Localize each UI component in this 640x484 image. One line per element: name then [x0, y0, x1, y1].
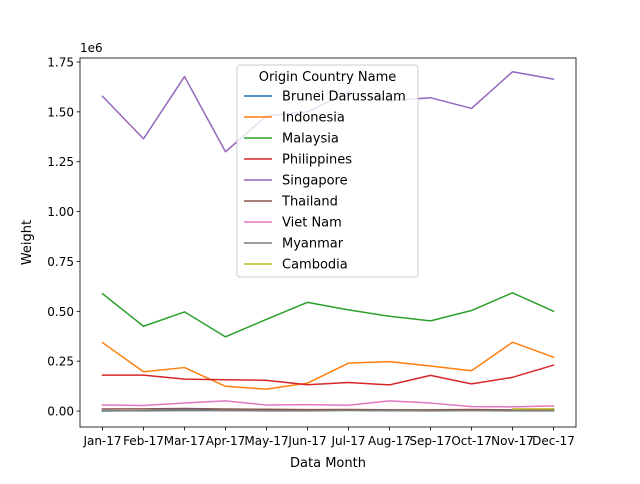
y-tick-label: 0.00 — [47, 405, 74, 419]
x-tick-label: May-17 — [244, 434, 288, 448]
x-axis-label: Data Month — [290, 456, 366, 471]
x-tick-label: Mar-17 — [164, 434, 205, 448]
legend-label: Cambodia — [282, 258, 348, 273]
x-tick-label: Nov-17 — [491, 434, 534, 448]
x-tick-label: Sep-17 — [409, 434, 451, 448]
x-tick-label: Dec-17 — [532, 434, 575, 448]
y-tick-label: 0.75 — [47, 255, 74, 269]
y-tick-label: 0.25 — [47, 355, 74, 369]
legend: Origin Country Name Brunei Darussalam Ind… — [237, 65, 418, 277]
y-tick-label: 1.75 — [47, 55, 74, 69]
x-tick-label: Jun-17 — [287, 434, 326, 448]
x-tick-label: Feb-17 — [123, 434, 164, 448]
y-offset-label: 1e6 — [80, 41, 103, 55]
legend-label: Brunei Darussalam — [282, 90, 406, 105]
y-axis-label: Weight — [20, 220, 35, 265]
legend-title: Origin Country Name — [259, 70, 397, 85]
y-tick-label: 1.00 — [47, 205, 74, 219]
x-tick-label: Oct-17 — [451, 434, 491, 448]
legend-label: Philippines — [282, 153, 352, 168]
y-tick-label: 1.50 — [47, 105, 74, 119]
x-tick-label: Apr-17 — [206, 434, 246, 448]
legend-label: Myanmar — [282, 237, 344, 252]
legend-label: Singapore — [282, 174, 348, 189]
y-tick-label: 0.50 — [47, 305, 74, 319]
legend-label: Viet Nam — [282, 216, 342, 231]
x-tick-label: Jul-17 — [330, 434, 365, 448]
legend-label: Indonesia — [282, 111, 345, 126]
legend-label: Thailand — [281, 195, 338, 210]
legend-label: Malaysia — [282, 132, 339, 147]
y-tick-label: 1.25 — [47, 155, 74, 169]
x-tick-label: Aug-17 — [368, 434, 411, 448]
x-tick-label: Jan-17 — [82, 434, 121, 448]
